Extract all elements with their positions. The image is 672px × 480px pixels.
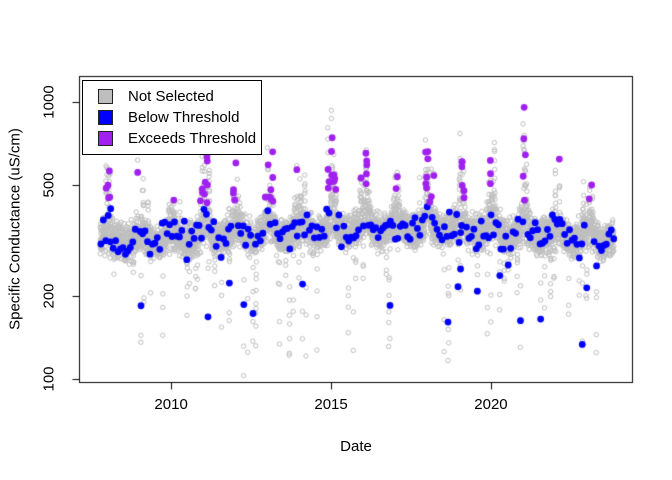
- legend-label-exceeds-threshold: Exceeds Threshold: [128, 130, 257, 147]
- y-axis-tick-label-500: 500: [40, 172, 58, 198]
- y-axis-tick-label-100: 100: [40, 366, 58, 392]
- legend-label-not-selected: Not Selected: [128, 88, 214, 105]
- y-axis-tick-label-1000: 1000: [40, 85, 58, 119]
- legend-label-below-threshold: Below Threshold: [128, 109, 240, 126]
- legend-item-below-threshold: Below Threshold: [98, 110, 261, 125]
- legend-item-exceeds-threshold: Exceeds Threshold: [98, 131, 261, 146]
- y-axis-title: Specific Conductance (uS/cm): [6, 128, 24, 330]
- x-axis-tick-label-2015: 2015: [314, 396, 348, 413]
- legend-swatch-below-threshold: [98, 110, 113, 125]
- x-axis-tick-label-2010: 2010: [154, 396, 188, 413]
- legend-swatch-not-selected: [98, 89, 113, 104]
- x-axis-tick-label-2020: 2020: [474, 396, 508, 413]
- x-axis-title: Date: [340, 438, 372, 455]
- y-axis-tick-label-200: 200: [40, 283, 58, 309]
- legend-item-not-selected: Not Selected: [98, 89, 261, 104]
- legend-box: Not Selected Below Threshold Exceeds Thr…: [82, 80, 262, 155]
- legend-swatch-exceeds-threshold: [98, 131, 113, 146]
